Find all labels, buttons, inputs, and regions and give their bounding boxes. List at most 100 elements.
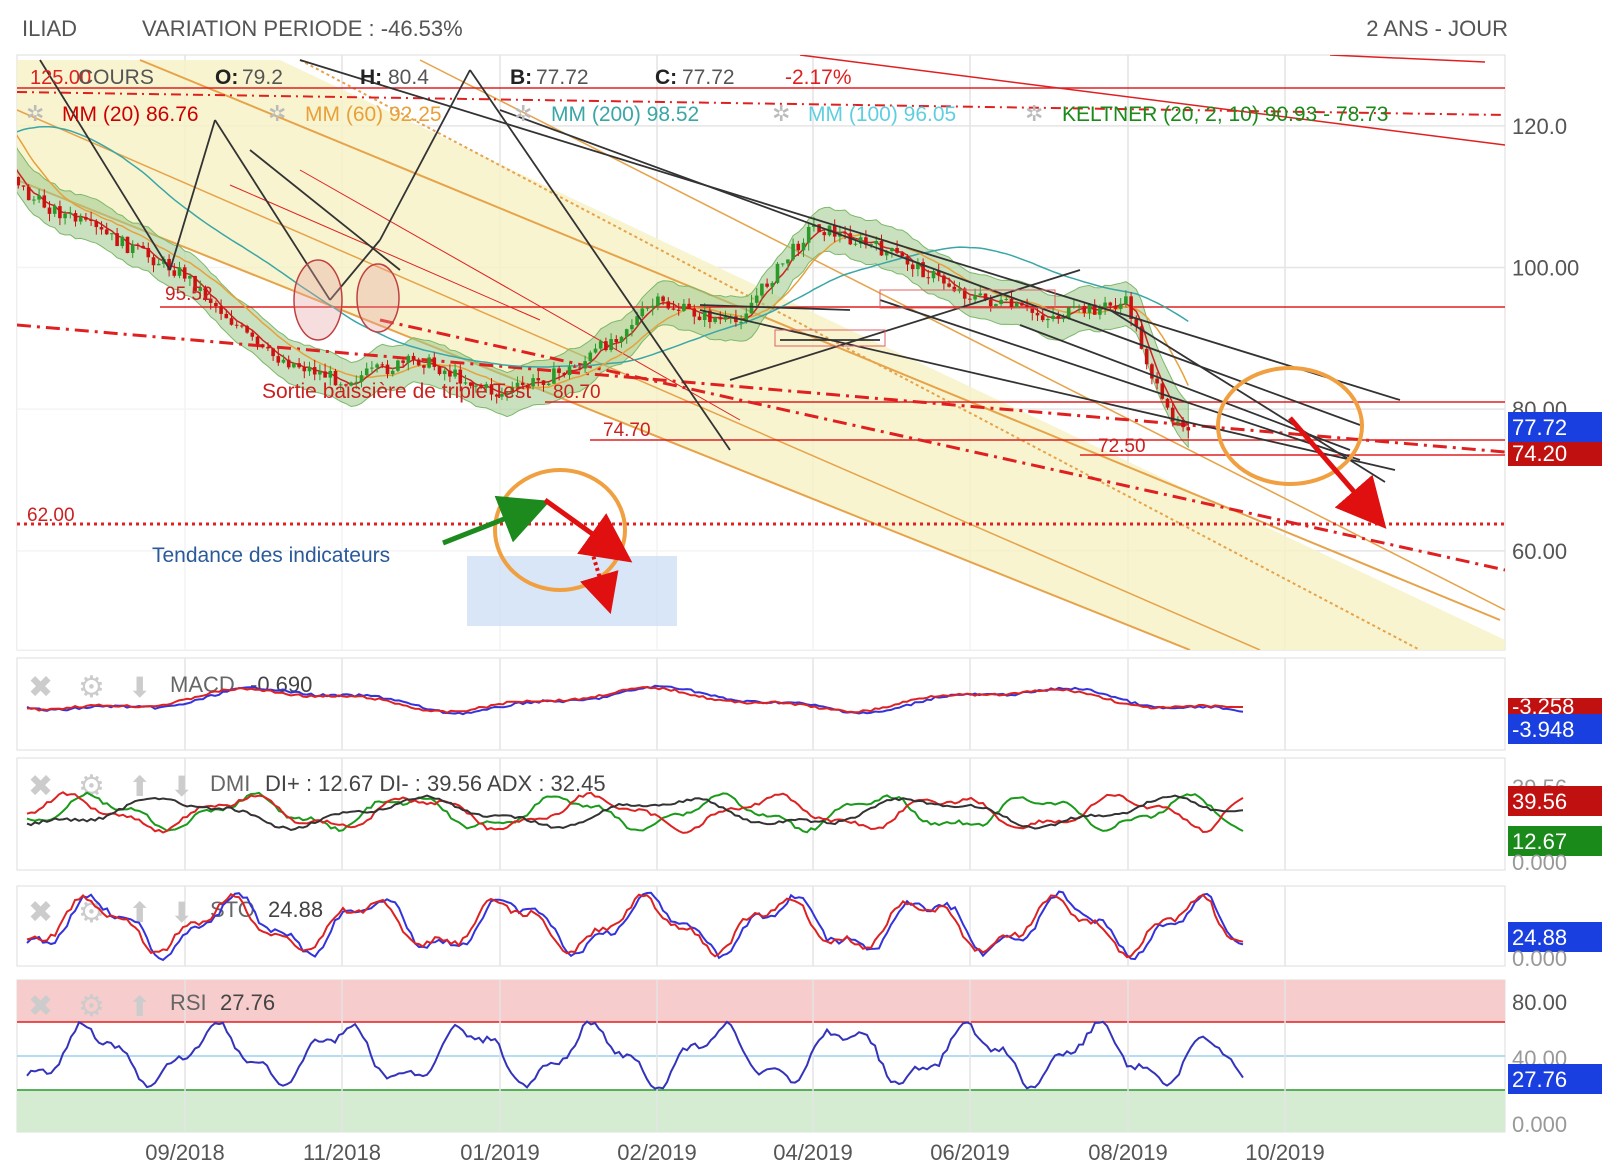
candle-body [546, 383, 551, 385]
candle-body [962, 288, 967, 299]
last-price-badge-text: 77.72 [1512, 415, 1567, 440]
gear-icon[interactable]: ✲ [772, 101, 790, 126]
candle-body [323, 371, 327, 378]
gear-icon[interactable]: ⚙ [78, 770, 105, 803]
c-value: 77.72 [682, 66, 735, 89]
candle-body [17, 177, 21, 186]
candle-body [1009, 298, 1014, 308]
candle-body [229, 318, 234, 325]
candle-body [562, 372, 567, 376]
candle-body [926, 277, 931, 279]
arrow-up-icon[interactable]: ⬆ [128, 771, 151, 802]
x-tick-label: 09/2018 [145, 1140, 225, 1165]
candle-body [422, 365, 426, 368]
candle-body [671, 308, 676, 310]
close-icon[interactable]: ✖ [28, 896, 53, 929]
candle-body [6, 158, 10, 170]
candle-body [1051, 315, 1055, 320]
candle-body [905, 256, 910, 265]
channel-line [299, 59, 1421, 650]
close-icon[interactable]: ✖ [28, 671, 53, 704]
close-icon[interactable]: ✖ [28, 990, 53, 1023]
candle-body [78, 217, 83, 222]
candle-body [1155, 378, 1159, 384]
candle-body [1144, 348, 1149, 365]
candle-body [739, 321, 743, 323]
ma-200-line [17, 125, 1189, 368]
candle-body [931, 271, 936, 279]
candle-body [593, 348, 598, 353]
candle-body [640, 308, 645, 317]
y-tick-label: 60.00 [1512, 539, 1567, 564]
candle-body [749, 302, 754, 314]
candle-body [255, 336, 260, 345]
candle-body [978, 293, 983, 296]
candle-body [385, 364, 390, 375]
candle-body [843, 232, 847, 234]
change-value: -2.17% [785, 66, 852, 89]
indicator-legend: ✲ MM (20) 86.76 ✲ MM (60) 92.25 ✲ MM (20… [26, 101, 1388, 126]
candle-body [484, 384, 489, 388]
macd-badge-top [1508, 698, 1602, 714]
dmi-panel: ✖ ⚙ ⬆ ⬇ DMI DI+ : 12.67 DI- : 39.56 ADX … [16, 757, 1602, 875]
arrow-down-icon[interactable]: ⬇ [128, 672, 151, 703]
arrow-down-icon[interactable]: ⬇ [170, 771, 193, 802]
candle-body [1113, 305, 1118, 309]
candle-body [302, 367, 307, 372]
candle-body [1134, 319, 1139, 327]
candle-body [531, 378, 535, 387]
candle-body [406, 355, 411, 363]
gear-icon[interactable]: ✲ [514, 101, 532, 126]
gear-icon[interactable]: ✲ [1025, 101, 1043, 126]
x-tick-label: 08/2019 [1088, 1140, 1168, 1165]
candle-body [203, 287, 208, 299]
macd-panel: ✖ ⚙ ⬇ MACD -0.690 -3.258 -3.948 [16, 657, 1602, 751]
arrow-down-icon[interactable]: ⬇ [170, 897, 193, 928]
candle-body [968, 298, 972, 300]
candle-body [500, 394, 504, 397]
macd-badge-text: -3.948 [1512, 717, 1574, 742]
resistance-line [229, 184, 541, 321]
sto-badge [1508, 922, 1602, 952]
candle-body [1025, 305, 1029, 307]
gear-icon[interactable]: ⚙ [78, 990, 105, 1023]
channel-line [419, 59, 1505, 611]
close-icon[interactable]: ✖ [28, 770, 53, 803]
candle-body [656, 296, 660, 306]
candle-body [427, 357, 431, 368]
period-label: 2 ANS - JOUR [1366, 16, 1508, 41]
candle-body [879, 241, 884, 256]
candle-body [921, 262, 925, 278]
candle-body [973, 295, 977, 300]
candle-body [136, 244, 140, 246]
ma20-legend: MM (20) 86.76 [62, 103, 199, 126]
candle-body [1186, 427, 1191, 431]
ma100-legend: MM (100) 96.05 [808, 103, 956, 126]
candle-body [936, 271, 941, 276]
candle-body [411, 355, 416, 360]
keltner-legend: KELTNER (20, 2, 10) 90.93 - 78.73 [1062, 103, 1388, 126]
candle-body [635, 316, 639, 326]
candle-body [89, 219, 93, 222]
candle-body [479, 385, 483, 388]
candle-body [432, 357, 437, 367]
down-arrow [1288, 416, 1387, 529]
candle-body [650, 305, 655, 308]
candle-body [858, 237, 863, 244]
candle-body [68, 213, 73, 215]
gear-icon[interactable]: ✲ [268, 101, 286, 126]
candle-body [318, 371, 322, 375]
candle-body [567, 366, 572, 376]
candle-body [333, 370, 338, 386]
candle-body [370, 367, 374, 369]
candle-body [1072, 306, 1076, 308]
candle-body [895, 248, 899, 253]
candle-body [1170, 407, 1175, 422]
rsi-panel: ✖ ⚙ ⬆ RSI 27.76 80.00 40.00 27.76 0.000 [16, 979, 1602, 1137]
gear-icon[interactable]: ⚙ [78, 671, 105, 704]
gear-icon[interactable]: ✲ [26, 101, 44, 126]
rsi-value: 27.76 [220, 990, 275, 1015]
arrow-up-icon[interactable]: ⬆ [128, 991, 151, 1022]
candle-body [1139, 326, 1144, 349]
candle-body [874, 241, 879, 245]
